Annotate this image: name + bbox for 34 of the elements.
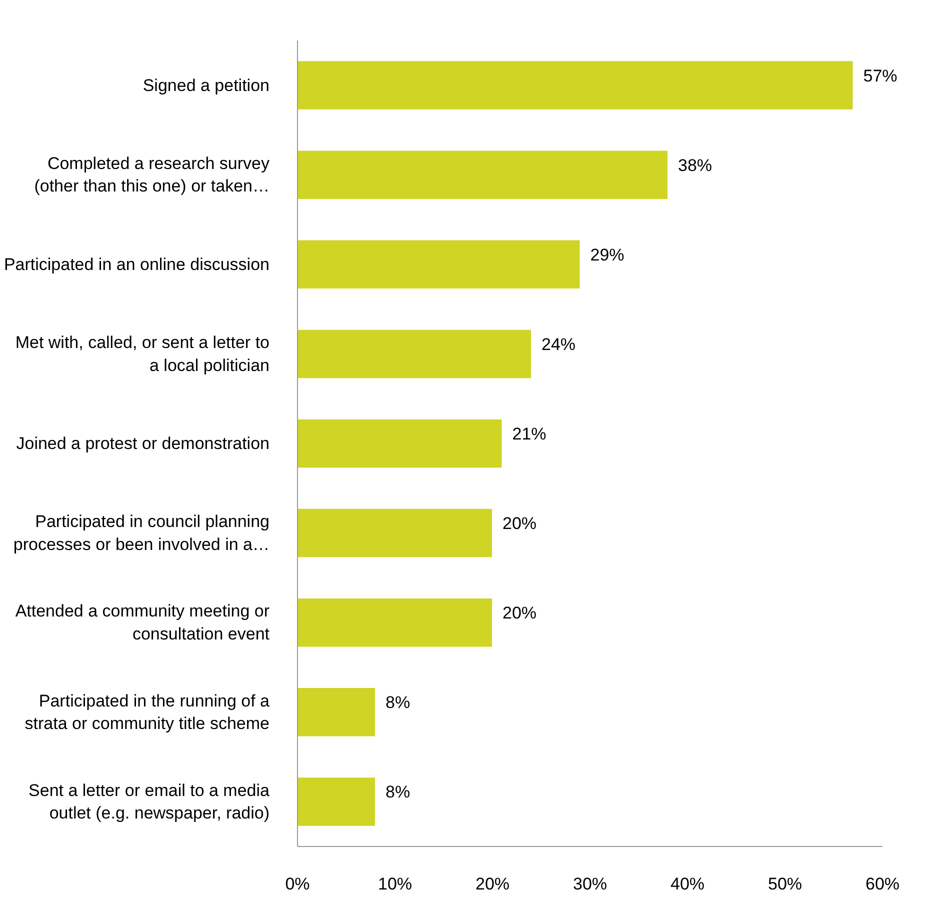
bar: [298, 597, 493, 648]
y-tick-label: Participated in an online discussion: [4, 254, 270, 274]
bar: [298, 328, 532, 380]
y-tick-label: Participated in council planning processes or been involved in a…: [13, 512, 270, 554]
y-tick-label: Sent a letter or email to a media outlet (e.g. newspaper, radio): [28, 780, 270, 823]
data-label: 57%: [863, 66, 898, 86]
x-tick-label: 40%: [670, 874, 705, 894]
bar: [298, 60, 854, 110]
bar: [298, 687, 376, 738]
data-label: 38%: [678, 156, 712, 175]
bar: [298, 418, 503, 469]
bar: [298, 239, 581, 290]
data-label: 8%: [386, 782, 410, 802]
x-tick-label: 60%: [865, 874, 900, 894]
bar: [298, 508, 493, 558]
x-tick-label: 50%: [768, 874, 802, 894]
bar: [298, 150, 668, 200]
x-tick-label: 30%: [572, 874, 608, 894]
y-tick-label: Participated in the running of a strata or community title scheme: [24, 691, 270, 734]
data-label: 29%: [590, 245, 624, 264]
x-tick-label: 10%: [378, 874, 412, 894]
x-tick-label: 0%: [285, 874, 310, 894]
y-tick-label: Met with, called, or sent a letter to a local politician: [15, 333, 270, 375]
data-label: 20%: [502, 514, 537, 534]
data-label: 21%: [512, 424, 546, 444]
x-tick-label: 20%: [475, 874, 510, 894]
y-tick-label: Attended a community meeting or consultation event: [15, 602, 270, 644]
y-tick-label: Joined a protest or demonstration: [16, 434, 270, 453]
data-label: 8%: [386, 693, 410, 712]
bar: [298, 776, 376, 827]
data-label: 20%: [502, 604, 537, 623]
data-label: 24%: [542, 334, 576, 354]
y-tick-label: Completed a research survey (other than this one) or taken…: [34, 154, 270, 196]
y-tick-label: Signed a petition: [142, 76, 270, 95]
